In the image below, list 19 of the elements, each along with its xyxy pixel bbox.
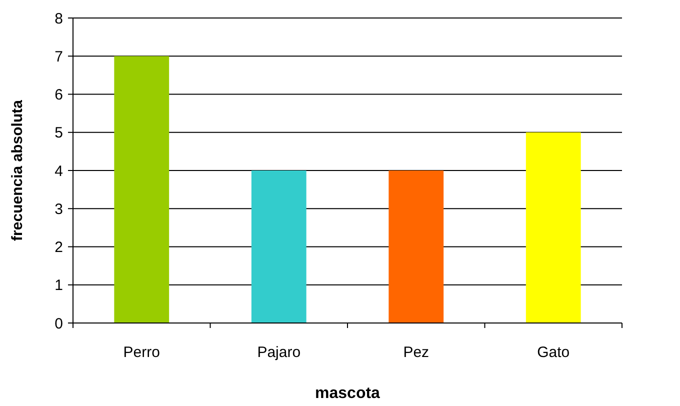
y-tick-label: 8: [54, 10, 63, 28]
bar: [114, 56, 170, 323]
x-tick-label: Perro: [123, 344, 160, 361]
bar: [526, 132, 581, 323]
y-tick-label: 2: [54, 239, 63, 256]
y-tick-label: 3: [54, 200, 63, 218]
bar: [388, 170, 444, 323]
x-tick-label: Pajaro: [257, 344, 301, 361]
y-axis-title: frecuencia absoluta: [9, 99, 26, 241]
y-tick-label: 0: [54, 315, 63, 332]
y-tick-label: 1: [54, 277, 63, 294]
x-tick-label: Gato: [537, 344, 570, 361]
y-tick-label: 7: [54, 48, 63, 66]
bar: [251, 170, 306, 323]
x-axis-title: mascota: [315, 385, 380, 402]
y-tick-label: 4: [54, 162, 63, 180]
x-tick-label: Pez: [403, 344, 430, 361]
y-tick-label: 5: [54, 124, 63, 142]
y-tick-label: 6: [54, 86, 63, 104]
